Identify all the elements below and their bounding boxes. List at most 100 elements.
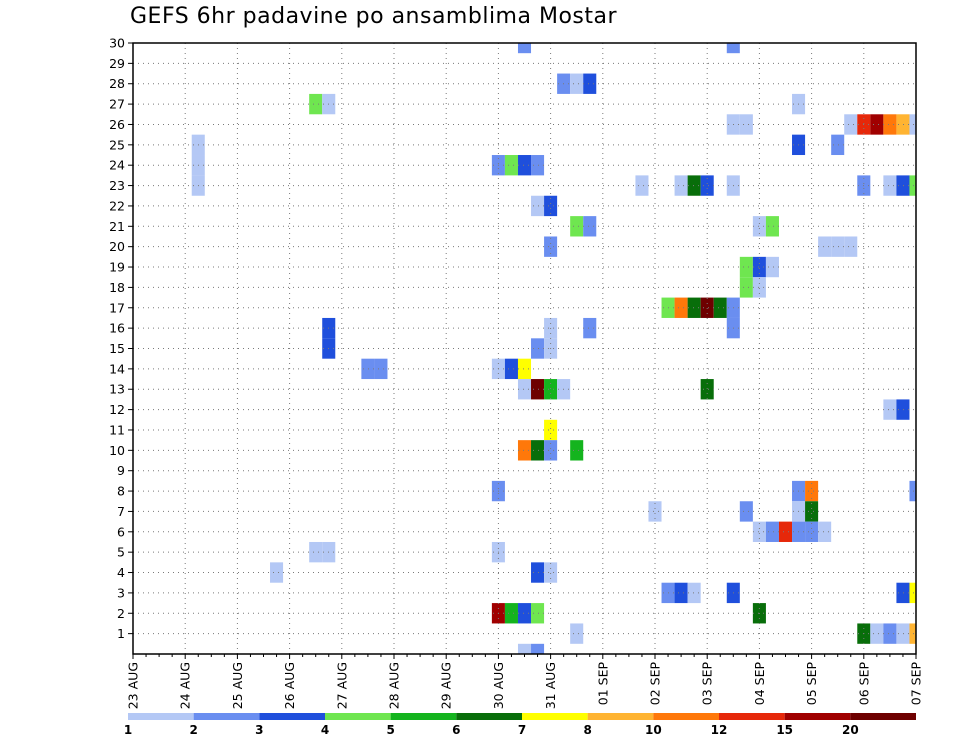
heatmap-cell: [531, 379, 545, 400]
heatmap-cell: [739, 256, 753, 278]
colorbar-label: 20: [842, 723, 859, 737]
heatmap-cell: [883, 175, 897, 196]
heatmap-cell: [270, 562, 284, 583]
heatmap-cell: [309, 541, 323, 563]
heatmap-cell: [583, 317, 597, 339]
colorbar-swatch: [128, 713, 194, 720]
heatmap-cell: [896, 582, 910, 604]
heatmap-cell: [531, 440, 545, 461]
y-tick-label: 29: [109, 56, 125, 71]
y-tick-label: 20: [109, 239, 125, 254]
heatmap-cell: [739, 277, 753, 298]
heatmap-cell: [818, 236, 832, 257]
x-tick-label: 23 AUG: [126, 662, 141, 709]
colorbar-label: 2: [189, 723, 197, 737]
heatmap-cell: [531, 603, 545, 624]
y-tick-label: 11: [109, 422, 125, 437]
heatmap-cell: [739, 114, 753, 135]
y-tick-label: 16: [109, 321, 125, 336]
heatmap-cell: [570, 216, 584, 237]
heatmap-cell: [752, 277, 766, 298]
heatmap-cell: [635, 175, 649, 196]
heatmap-cell: [504, 603, 518, 624]
y-tick-label: 13: [109, 382, 125, 397]
heatmap-cell: [517, 358, 532, 380]
y-tick-label: 5: [117, 545, 125, 560]
x-tick-label: 03 SEP: [700, 662, 715, 706]
y-tick-label: 14: [109, 361, 125, 376]
x-tick-label: 02 SEP: [648, 662, 663, 706]
x-tick-label: 01 SEP: [595, 662, 610, 706]
x-tick-label: 27 AUG: [334, 662, 349, 709]
heatmap-cell: [805, 480, 819, 502]
heatmap-cell: [752, 521, 766, 542]
heatmap-cell: [544, 440, 558, 461]
heatmap-cell: [517, 603, 532, 624]
y-tick-label: 18: [109, 280, 125, 295]
heatmap-cell: [570, 623, 584, 644]
heatmap-cell: [844, 236, 858, 257]
heatmap-cell: [531, 155, 545, 176]
heatmap-cell: [896, 623, 910, 644]
heatmap-cell: [713, 297, 727, 318]
colorbar-swatch: [456, 713, 522, 720]
x-tick-label: 31 AUG: [543, 662, 558, 709]
heatmap-cell: [752, 256, 766, 278]
heatmap-cell: [765, 521, 779, 542]
heatmap-cell: [544, 379, 558, 400]
heatmap-cell: [504, 358, 518, 380]
x-tick-label: 24 AUG: [178, 662, 193, 709]
heatmap-cell: [896, 114, 910, 135]
heatmap-cell: [517, 379, 532, 400]
colorbar-swatch: [390, 713, 457, 720]
y-tick-label: 17: [109, 300, 125, 315]
heatmap-cell: [517, 643, 532, 654]
x-tick-label: 25 AUG: [230, 662, 245, 709]
y-tick-label: 10: [109, 443, 125, 458]
colorbar-swatch: [259, 713, 325, 720]
heatmap-cell: [844, 114, 858, 135]
heatmap-cell: [504, 155, 518, 176]
y-tick-label: 21: [109, 219, 125, 234]
colorbar-label: 4: [321, 723, 329, 737]
colorbar-label: 3: [255, 723, 263, 737]
heatmap-cell: [583, 73, 597, 94]
colorbar-label: 15: [776, 723, 793, 737]
y-tick-label: 7: [117, 504, 125, 519]
heatmap-cell: [870, 623, 884, 644]
y-tick-label: 2: [117, 606, 125, 621]
y-tick-label: 9: [117, 463, 125, 478]
colorbar-swatch: [850, 713, 916, 720]
colorbar-swatch: [587, 713, 654, 720]
y-tick-label: 22: [109, 198, 125, 213]
colorbar-label: 8: [583, 723, 591, 737]
heatmap-cell: [700, 379, 714, 400]
heatmap-cell: [870, 114, 884, 135]
colorbar-swatch: [653, 713, 719, 720]
heatmap-cell: [531, 195, 545, 217]
heatmap-cell: [896, 399, 910, 420]
heatmap-cell: [831, 134, 845, 156]
x-tick-label: 30 AUG: [491, 662, 506, 709]
heatmap-cell: [361, 358, 375, 380]
heatmap-cell: [883, 623, 897, 644]
y-tick-label: 30: [109, 36, 125, 51]
x-tick-label: 07 SEP: [909, 662, 924, 706]
heatmap-cell: [883, 114, 897, 135]
heatmap-cell: [700, 297, 714, 318]
heatmap-cell: [517, 155, 532, 176]
y-tick-label: 3: [117, 585, 125, 600]
heatmap-cell: [531, 643, 545, 654]
heatmap-cell: [818, 521, 832, 542]
heatmap-cell: [531, 338, 545, 359]
chart-title: GEFS 6hr padavine po ansamblima Mostar: [130, 4, 618, 29]
heatmap-cell: [531, 562, 545, 583]
heatmap-cell: [739, 501, 753, 522]
y-tick-label: 25: [109, 137, 125, 152]
colorbar-swatch: [784, 713, 851, 720]
colorbar-label: 1: [124, 723, 132, 737]
y-tick-label: 1: [117, 626, 125, 641]
heatmap-cell: [805, 501, 819, 522]
heatmap-cell: [687, 582, 701, 604]
